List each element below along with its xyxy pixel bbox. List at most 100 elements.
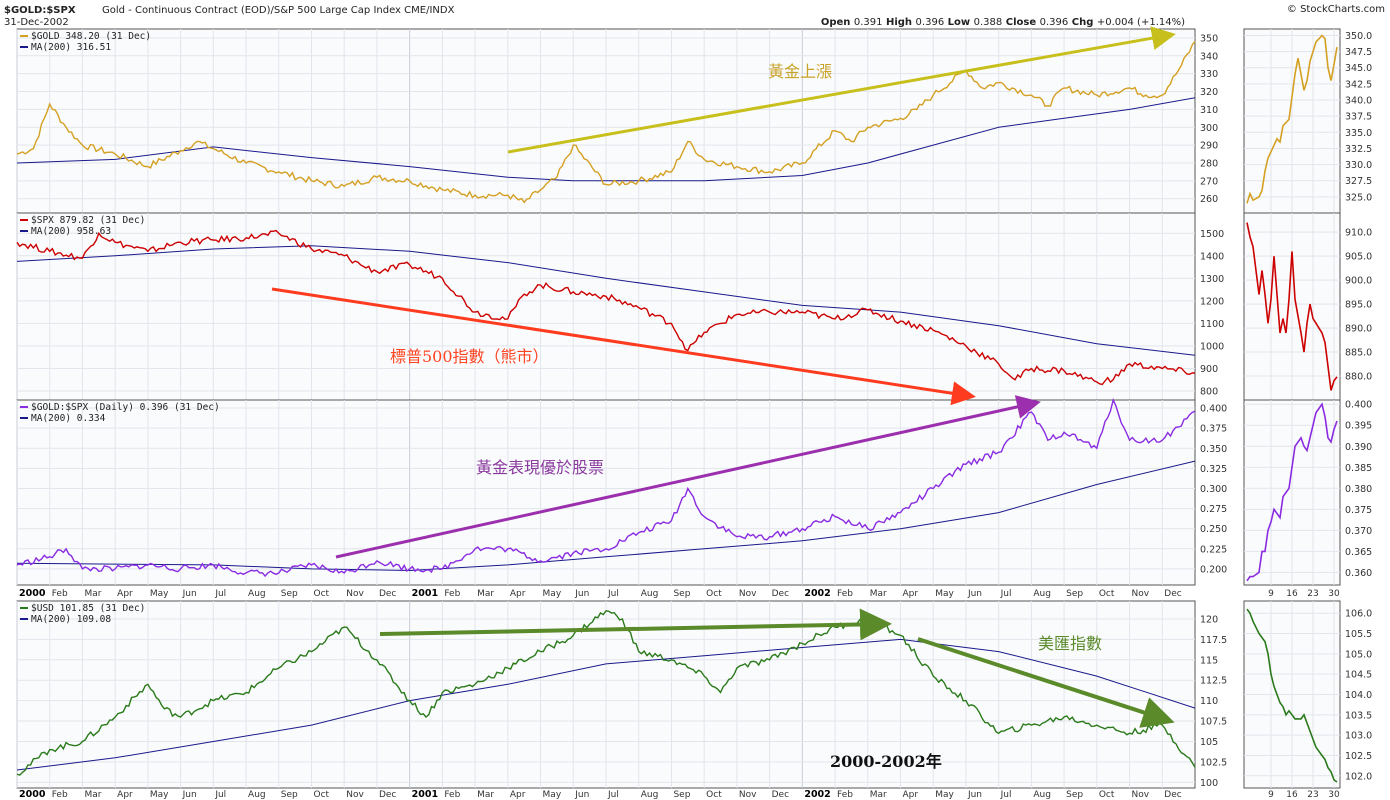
y-tick-label: 117.5 [1200, 635, 1227, 646]
zoom-price-line [1246, 608, 1338, 783]
y-tick-label: 320 [1200, 87, 1218, 98]
y-tick-label: 107.5 [1200, 717, 1227, 728]
y-tick-label: 112.5 [1200, 676, 1227, 687]
y-tick-label: 0.375 [1200, 424, 1227, 435]
gold-trend-arrow [507, 26, 1176, 154]
x-tick-label-mid: 2002 [804, 588, 830, 599]
zoom-y-tick-label: 104.0 [1345, 690, 1372, 701]
y-tick-label: 1300 [1200, 274, 1224, 285]
zoom-y-tick-label: 350.0 [1345, 31, 1372, 42]
zoom-y-tick-label: 347.5 [1345, 47, 1372, 58]
zoom-y-tick-label: 0.370 [1345, 526, 1372, 537]
annotation-period: 2000-2002年 [830, 752, 942, 771]
zoom-y-tick-label: 895.0 [1345, 300, 1372, 311]
zoom-price-line [1246, 222, 1338, 391]
y-tick-label: 0.300 [1200, 484, 1227, 495]
x-tick-label-bottom: Jun [574, 790, 589, 800]
x-tick-label-bottom: Mar [84, 790, 101, 800]
zoom-y-tick-label: 0.375 [1345, 505, 1372, 516]
y-tick-label: 0.350 [1200, 444, 1227, 455]
zoom-y-tick-label: 337.5 [1345, 112, 1372, 123]
x-tick-label-bottom: Dec [772, 790, 789, 800]
y-tick-label: 0.225 [1200, 544, 1227, 555]
x-tick-label-bottom: Oct [706, 790, 722, 800]
x-tick-label-mid: Mar [477, 589, 494, 599]
zoom-y-tick-label: 327.5 [1345, 176, 1372, 187]
x-tick-label-bottom: Mar [870, 790, 887, 800]
x-tick-label-mid: Oct [314, 589, 330, 599]
x-tick-label-bottom: Sep [281, 790, 298, 800]
zoom-y-tick-label: 0.400 [1345, 400, 1372, 411]
y-tick-label: 1500 [1200, 229, 1224, 240]
zoom-y-tick-label: 0.380 [1345, 484, 1372, 495]
y-tick-label: 310 [1200, 105, 1218, 116]
legend-entry: $SPX 879.82 (31 Dec) [31, 215, 145, 226]
price-line [16, 397, 1196, 578]
x-tick-label-bottom: 2001 [412, 789, 438, 800]
x-tick-label-mid: May [150, 589, 169, 599]
x-tick-label-bottom: Aug [641, 790, 659, 800]
x-tick-label-bottom: Sep [1066, 790, 1083, 800]
annotation-usd-index: 美匯指數 [1038, 634, 1102, 653]
x-tick-label-mid: Dec [1164, 589, 1181, 599]
y-tick-label: 1400 [1200, 251, 1224, 262]
zoom-y-tick-label: 345.0 [1345, 63, 1372, 74]
chart-date: 31-Dec-2002 [4, 17, 69, 28]
y-tick-label: 1100 [1200, 319, 1224, 330]
y-tick-label: 0.325 [1200, 464, 1227, 475]
x-tick-label-mid: Jun [182, 589, 197, 599]
y-tick-label: 105 [1200, 737, 1218, 748]
zoom-price-line [1246, 402, 1338, 582]
x-tick-label-bottom: 2002 [804, 789, 830, 800]
x-tick-label-mid: Dec [772, 589, 789, 599]
x-tick-label-mid: Oct [706, 589, 722, 599]
x-tick-label-mid: Feb [444, 589, 460, 599]
zoom-y-tick-label: 335.0 [1345, 128, 1372, 139]
chart-symbol: $GOLD:$SPX [4, 5, 76, 16]
x-tick-label-mid: Feb [837, 589, 853, 599]
zoom-y-tick-label: 900.0 [1345, 276, 1372, 287]
zoom-y-tick-label: 105.5 [1345, 629, 1372, 640]
legend-entry: $USD 101.85 (31 Dec) [31, 603, 145, 614]
x-tick-label-mid: Feb [52, 589, 68, 599]
spx-trend-arrow [271, 287, 976, 406]
zoom-price-line [1246, 34, 1338, 204]
x-tick-label-bottom: Dec [1164, 790, 1181, 800]
y-tick-label: 270 [1200, 176, 1218, 187]
zoom-y-tick-label: 0.395 [1345, 421, 1372, 432]
ratio-trend-arrow [335, 395, 1041, 559]
x-tick-label-bottom: Jun [967, 790, 982, 800]
legend-entry: MA(200) 109.08 [31, 614, 111, 625]
panel-1: 800 900 1000 1100 1200 1300 1400 1500 $SPX 879.8… [16, 212, 1372, 401]
y-tick-label: 0.200 [1200, 564, 1227, 575]
y-tick-label: 280 [1200, 158, 1218, 169]
zoom-x-tick-label-bottom: 23 [1307, 790, 1318, 800]
x-tick-label-bottom: Jul [607, 790, 619, 800]
x-tick-label-mid: Aug [641, 589, 659, 599]
y-tick-label: 330 [1200, 69, 1218, 80]
y-tick-label: 120 [1200, 614, 1218, 625]
y-tick-label: 115 [1200, 655, 1218, 666]
legend-entry: $GOLD:$SPX (Daily) 0.396 (31 Dec) [31, 402, 220, 413]
y-tick-label: 0.275 [1200, 504, 1227, 515]
usd-down-arrow [917, 637, 1175, 728]
y-tick-label: 300 [1200, 123, 1218, 134]
panel-2: 0.200 0.225 0.250 0.275 0.300 0.325 0.350 0.375… [16, 397, 1372, 586]
x-tick-label-bottom: Apr [903, 790, 919, 800]
ma200-line [16, 97, 1196, 182]
x-tick-label-mid: Jul [214, 589, 226, 599]
x-tick-label-bottom: Nov [1132, 790, 1150, 800]
zoom-y-tick-label: 103.5 [1345, 710, 1372, 721]
zoom-y-tick-label: 106.0 [1345, 609, 1372, 620]
x-tick-label-bottom: Feb [52, 790, 68, 800]
x-tick-label-bottom: Aug [248, 790, 266, 800]
y-tick-label: 1000 [1200, 341, 1224, 352]
zoom-y-tick-label: 880.0 [1345, 372, 1372, 383]
x-tick-label-bottom: Aug [1033, 790, 1051, 800]
y-tick-label: 290 [1200, 141, 1218, 152]
zoom-y-tick-label: 0.390 [1345, 442, 1372, 453]
price-line [16, 610, 1196, 776]
zoom-y-tick-label: 103.0 [1345, 731, 1372, 742]
legend-entry: MA(200) 958.63 [31, 226, 111, 237]
zoom-y-tick-label: 102.5 [1345, 751, 1372, 762]
